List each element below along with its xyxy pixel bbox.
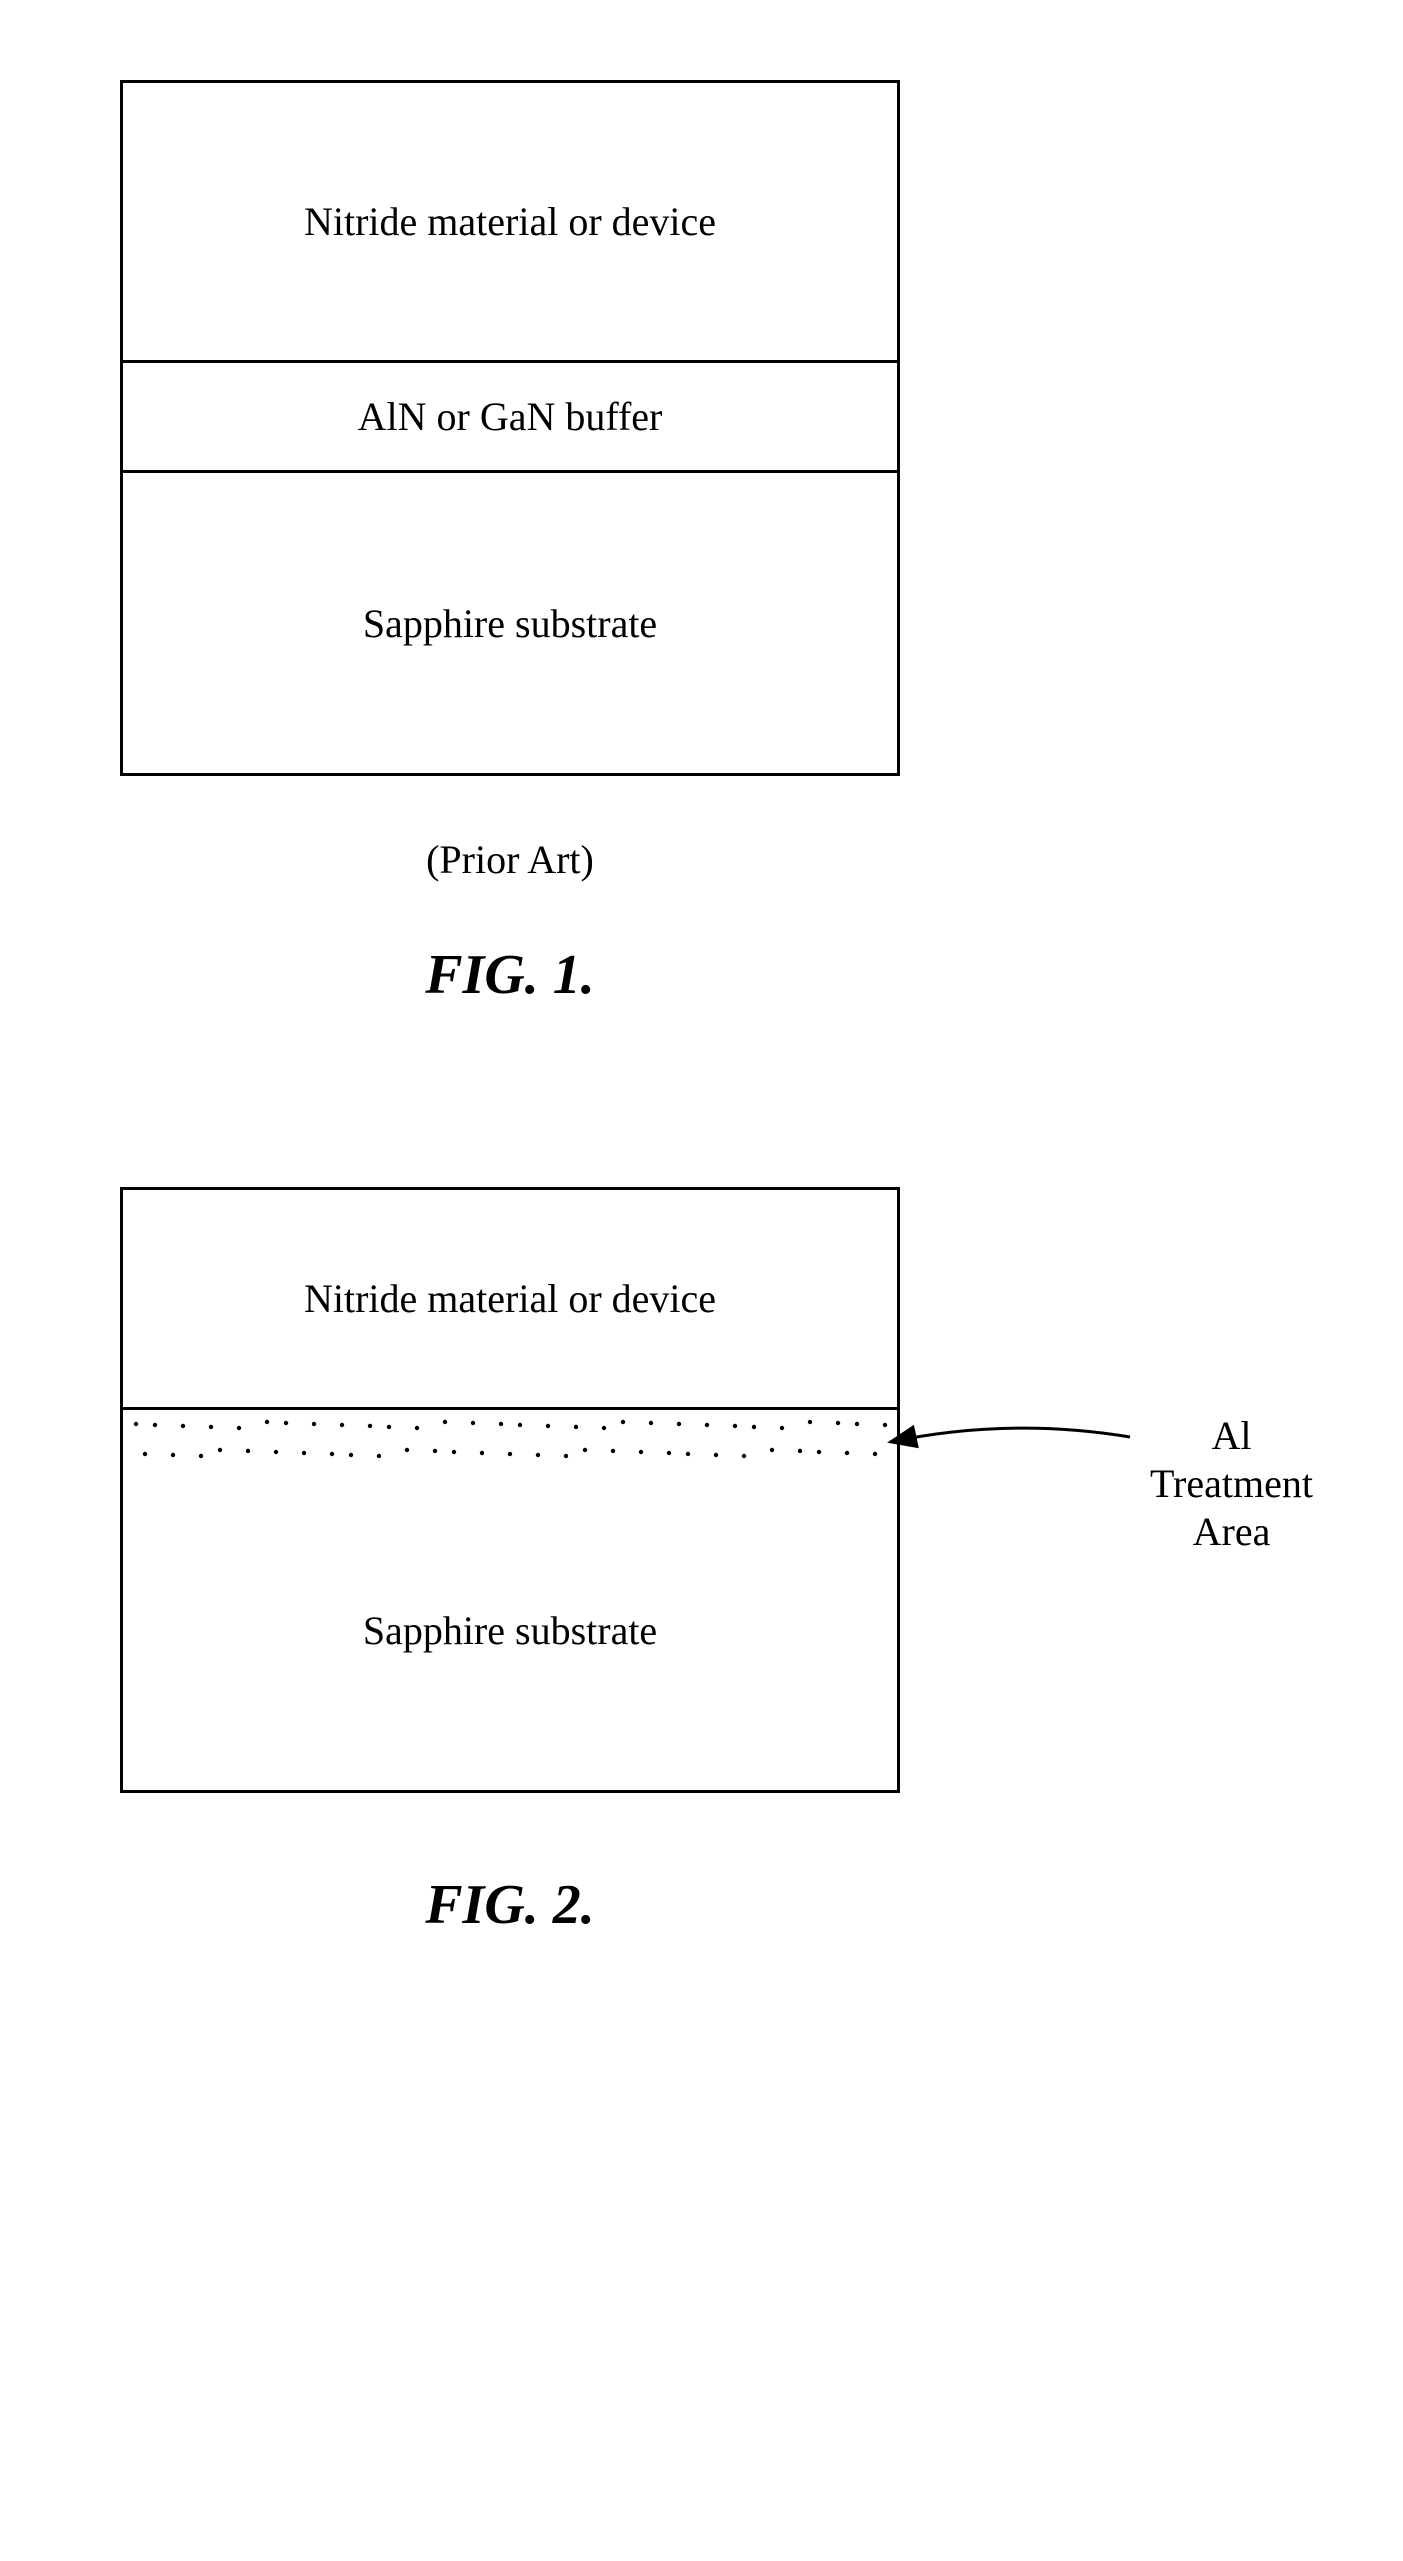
annotation-line3: Area	[1150, 1508, 1313, 1556]
fig2-layer-top: Nitride material or device	[123, 1190, 897, 1410]
dot-pattern-svg	[123, 1410, 897, 1470]
fig2-layer-bot-label: Sapphire substrate	[363, 1607, 657, 1654]
fig2-treatment-layer	[123, 1410, 897, 1470]
fig1-layer-mid-label: AlN or GaN buffer	[358, 393, 663, 440]
figure-1: Nitride material or device AlN or GaN bu…	[60, 80, 1343, 1007]
fig2-layer-bot: Sapphire substrate	[123, 1470, 897, 1790]
fig2-diagram: Nitride material or device Sapphire subs…	[120, 1187, 900, 1793]
figure-2: Nitride material or device Sapphire subs…	[60, 1187, 1343, 1937]
fig1-layer-top: Nitride material or device	[123, 83, 897, 363]
fig1-diagram: Nitride material or device AlN or GaN bu…	[120, 80, 900, 776]
fig2-main-caption: FIG. 2.	[120, 1873, 900, 1937]
fig2-annotation-text: Al Treatment Area	[1150, 1412, 1313, 1556]
fig1-main-caption: FIG. 1.	[120, 943, 900, 1007]
fig1-layer-top-label: Nitride material or device	[304, 198, 716, 245]
fig1-layer-mid: AlN or GaN buffer	[123, 363, 897, 473]
annotation-line1: Al	[1150, 1412, 1313, 1460]
fig1-layer-bot: Sapphire substrate	[123, 473, 897, 773]
fig2-layer-top-label: Nitride material or device	[304, 1275, 716, 1322]
fig1-layer-bot-label: Sapphire substrate	[363, 600, 657, 647]
fig1-sub-caption: (Prior Art)	[120, 836, 900, 883]
annotation-line2: Treatment	[1150, 1460, 1313, 1508]
